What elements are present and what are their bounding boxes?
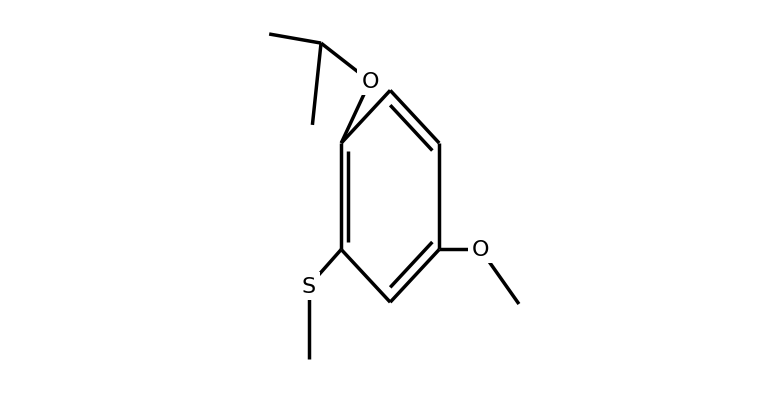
Text: O: O — [362, 72, 379, 92]
Text: S: S — [302, 276, 316, 296]
Text: O: O — [472, 240, 489, 260]
